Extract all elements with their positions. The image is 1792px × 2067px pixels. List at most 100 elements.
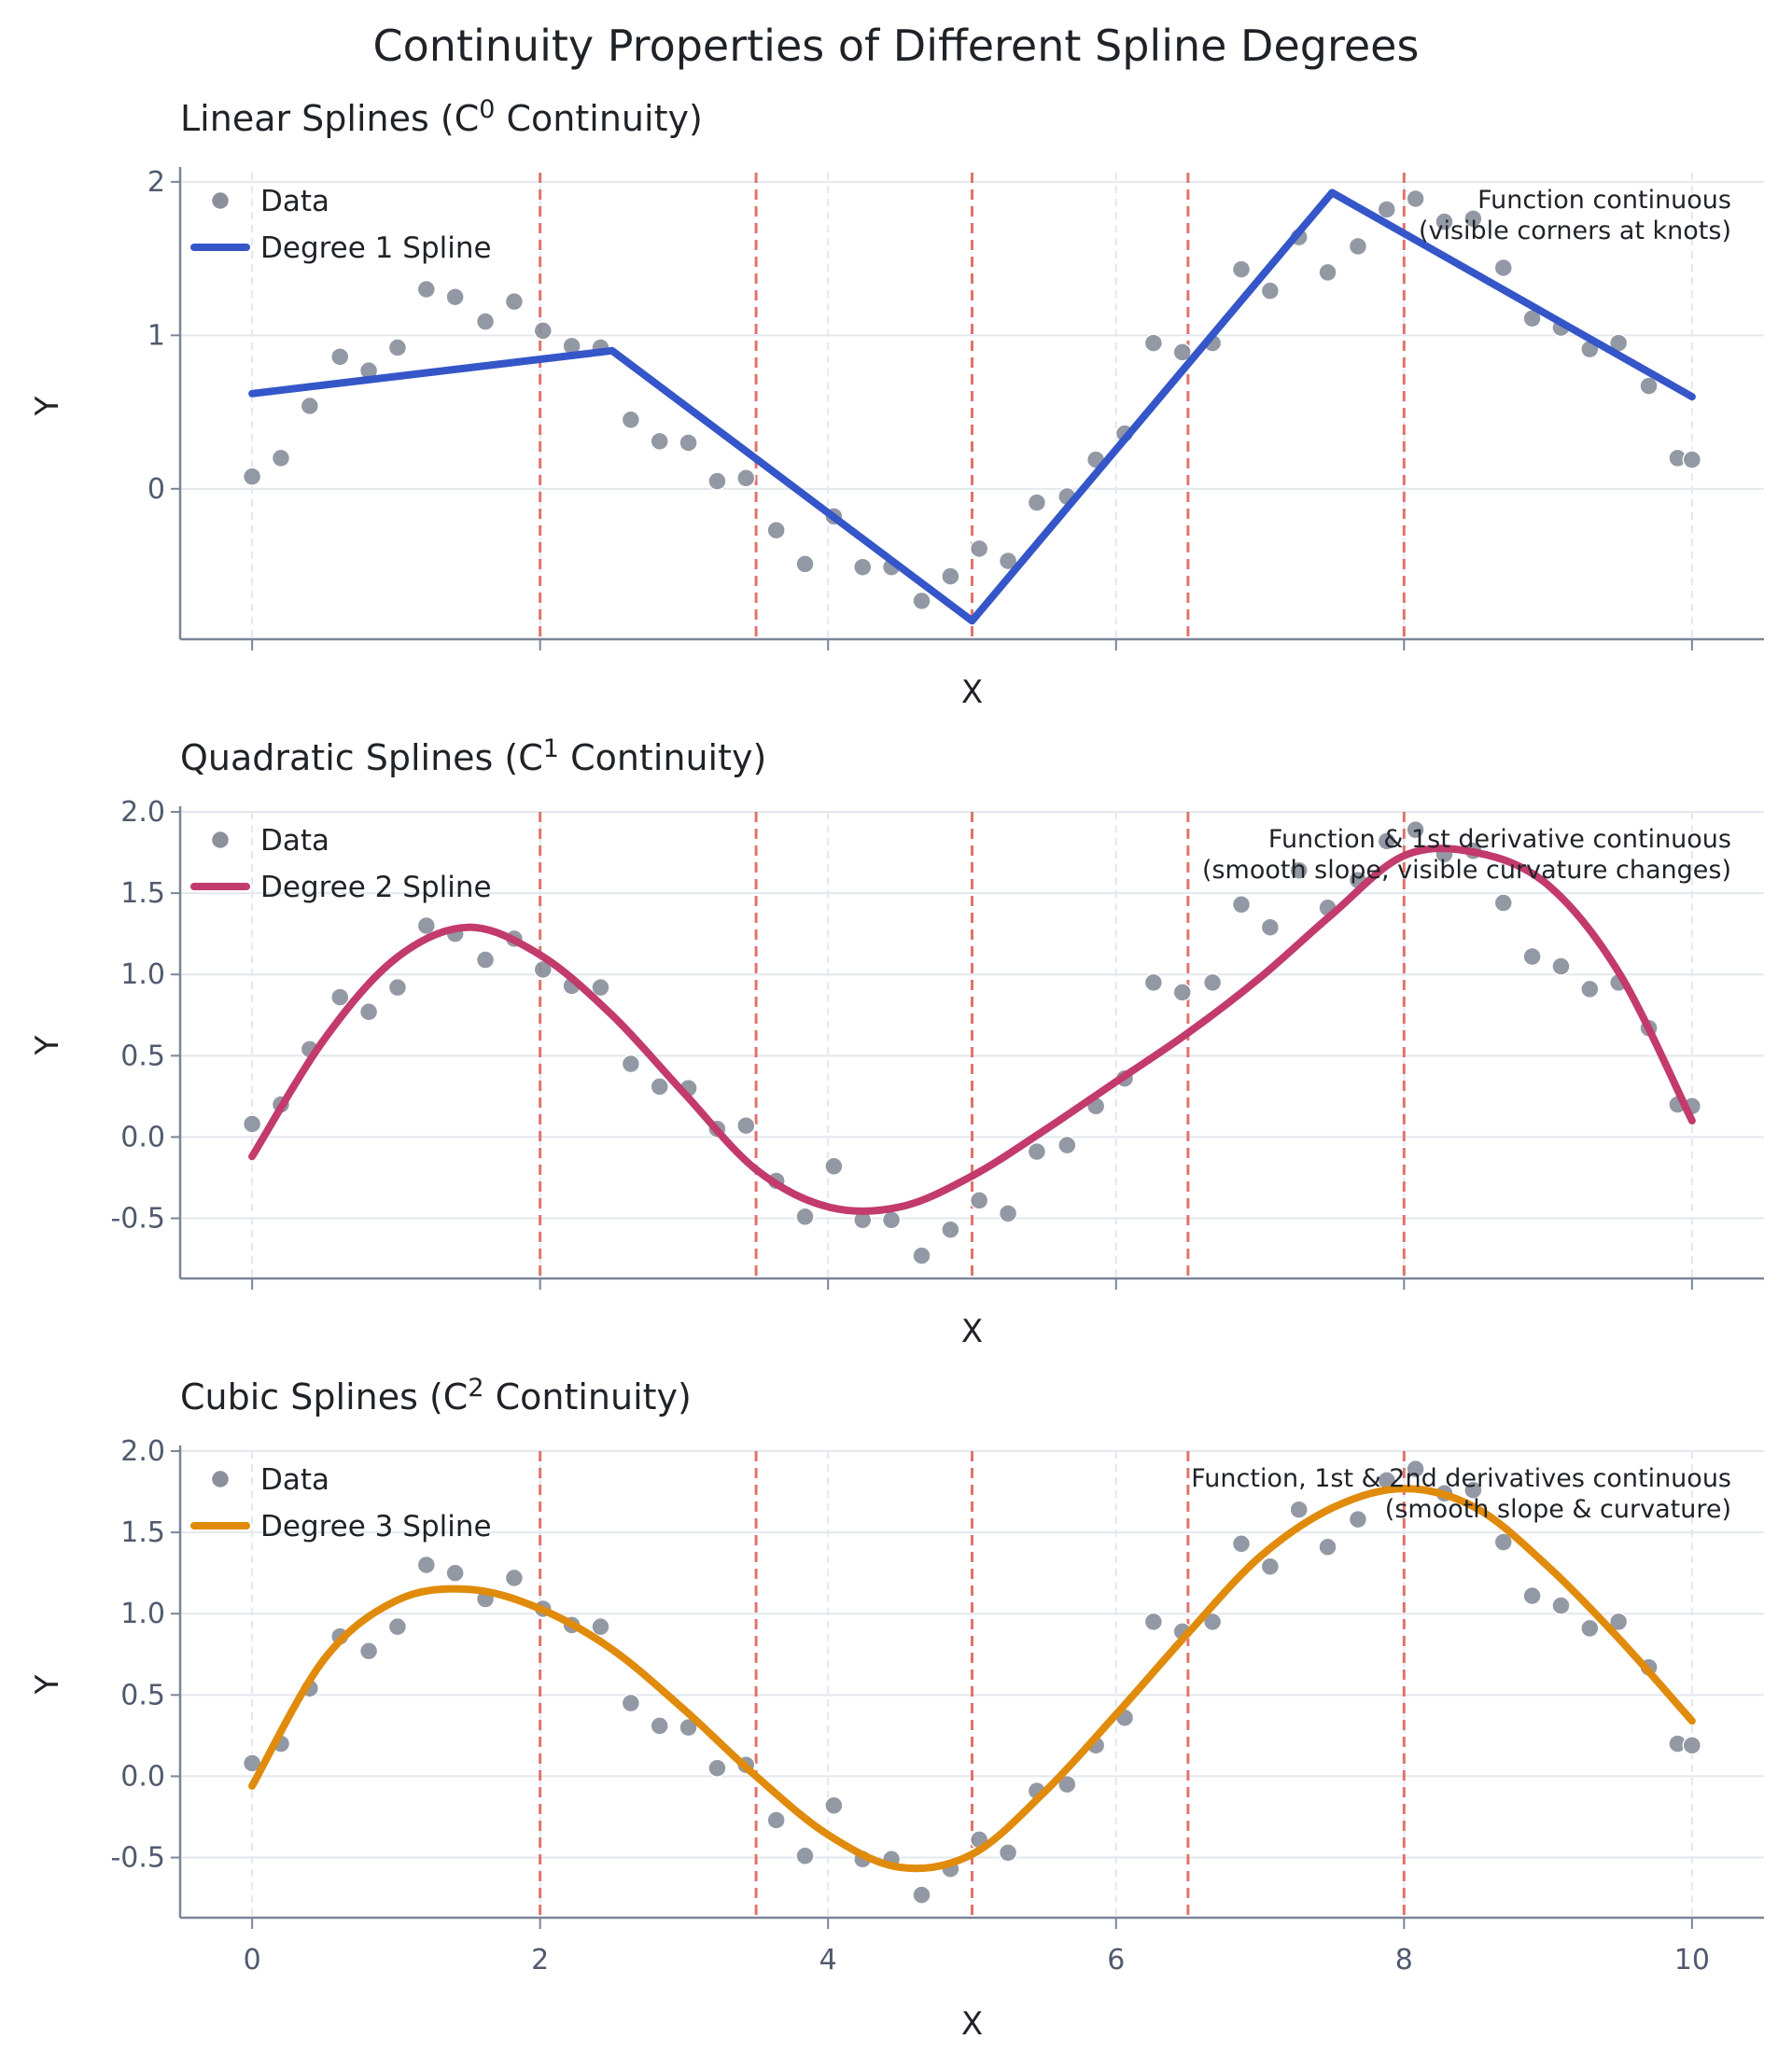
data-point xyxy=(707,471,727,491)
x-tick-label: 4 xyxy=(819,1944,837,1976)
data-point xyxy=(1143,972,1164,993)
y-tick-label: 2.0 xyxy=(120,1435,165,1468)
data-point xyxy=(1348,236,1368,257)
data-point xyxy=(387,977,408,998)
data-point xyxy=(1639,376,1659,396)
data-point xyxy=(1260,917,1281,937)
x-axis-label: X xyxy=(961,674,983,711)
data-point xyxy=(1406,1459,1425,1479)
legend-spline-label: Degree 3 Spline xyxy=(260,1510,492,1543)
data-point xyxy=(1143,1612,1164,1632)
data-point xyxy=(416,915,437,936)
data-point xyxy=(1551,957,1571,976)
data-point xyxy=(533,321,553,341)
data-point xyxy=(824,1156,844,1177)
data-point xyxy=(1143,333,1164,353)
data-point xyxy=(941,566,960,586)
x-tick-label: 8 xyxy=(1395,1944,1413,1976)
data-point xyxy=(998,1204,1018,1223)
data-point xyxy=(387,1616,408,1637)
data-point xyxy=(650,1077,669,1096)
data-point xyxy=(707,1758,727,1778)
data-point xyxy=(504,1568,525,1588)
y-tick-label: 1.5 xyxy=(120,877,165,910)
data-point xyxy=(1348,1509,1368,1529)
data-point xyxy=(736,1115,756,1136)
y-tick-label: 2.0 xyxy=(120,796,165,829)
data-point xyxy=(1493,258,1514,278)
data-point xyxy=(912,1246,931,1265)
data-point xyxy=(853,557,873,577)
legend-data-marker xyxy=(210,830,231,850)
data-point xyxy=(998,551,1018,571)
y-tick-label: 2 xyxy=(147,166,165,199)
legend-data-marker xyxy=(210,190,231,211)
data-point xyxy=(679,433,698,453)
data-point xyxy=(1463,1480,1483,1501)
y-axis-label: Y xyxy=(29,1035,66,1055)
data-point xyxy=(1377,831,1397,851)
data-point xyxy=(416,279,437,300)
data-point xyxy=(1435,212,1454,231)
data-point xyxy=(969,1191,989,1210)
data-point xyxy=(1682,1736,1702,1755)
data-point xyxy=(1377,200,1397,219)
y-tick-label: 0 xyxy=(147,473,165,506)
y-axis-label: Y xyxy=(29,396,66,416)
y-tick-label: 0.5 xyxy=(120,1679,165,1711)
data-point xyxy=(766,1810,786,1830)
data-point xyxy=(1682,450,1702,469)
data-point xyxy=(1231,259,1252,279)
data-point xyxy=(912,591,931,611)
legend-data-label: Data xyxy=(260,185,329,218)
data-point xyxy=(650,1716,669,1736)
legend-data-label: Data xyxy=(260,1463,329,1497)
panel-title: Linear Splines (C0 Continuity) xyxy=(180,95,703,139)
data-point xyxy=(329,987,350,1007)
data-point xyxy=(824,1795,844,1816)
panel-title: Cubic Splines (C2 Continuity) xyxy=(180,1374,692,1418)
data-point xyxy=(1231,1534,1252,1554)
data-point xyxy=(766,520,786,540)
panel-title: Quadratic Splines (C1 Continuity) xyxy=(180,734,766,778)
x-tick-label: 2 xyxy=(531,1944,549,1976)
data-point xyxy=(679,1717,698,1738)
data-point xyxy=(1027,1141,1047,1162)
annotation-line: Function continuous xyxy=(1477,186,1731,215)
data-point xyxy=(242,1114,262,1134)
x-tick-label: 0 xyxy=(244,1944,261,1976)
x-axis-label: X xyxy=(961,2005,983,2043)
data-point xyxy=(1231,895,1252,915)
data-point xyxy=(591,977,610,998)
panel-1: Linear Splines (C0 Continuity) 0 1 2 X Y Data D… xyxy=(29,95,1764,711)
data-point xyxy=(1172,983,1192,1002)
y-tick-label: 1.0 xyxy=(120,958,165,991)
data-point xyxy=(1522,1585,1542,1606)
data-point xyxy=(1260,1557,1281,1576)
data-point xyxy=(591,1616,610,1637)
data-point xyxy=(1522,946,1542,967)
data-point xyxy=(1608,1612,1629,1632)
data-point xyxy=(358,1641,379,1661)
y-tick-label: 1.0 xyxy=(120,1598,165,1630)
data-point xyxy=(358,1002,379,1022)
annotation-line: (smooth slope, visible curvature changes… xyxy=(1202,856,1731,885)
data-point xyxy=(1493,893,1514,913)
x-tick-label: 10 xyxy=(1674,1944,1710,1976)
data-point xyxy=(1289,860,1309,880)
y-tick-label: 0.5 xyxy=(120,1040,165,1072)
data-point xyxy=(1580,1618,1600,1639)
data-point xyxy=(795,1207,815,1227)
annotation-line: (smooth slope & curvature) xyxy=(1385,1495,1731,1524)
data-point xyxy=(1580,979,1600,999)
data-point xyxy=(1260,281,1281,300)
y-axis-label: Y xyxy=(29,1674,66,1695)
data-point xyxy=(795,554,815,574)
data-point xyxy=(445,1563,465,1583)
data-point xyxy=(1406,819,1425,840)
data-point xyxy=(475,312,496,331)
data-point xyxy=(475,950,496,970)
data-point xyxy=(504,291,525,312)
legend-data-label: Data xyxy=(260,824,329,858)
data-point xyxy=(1027,493,1047,512)
